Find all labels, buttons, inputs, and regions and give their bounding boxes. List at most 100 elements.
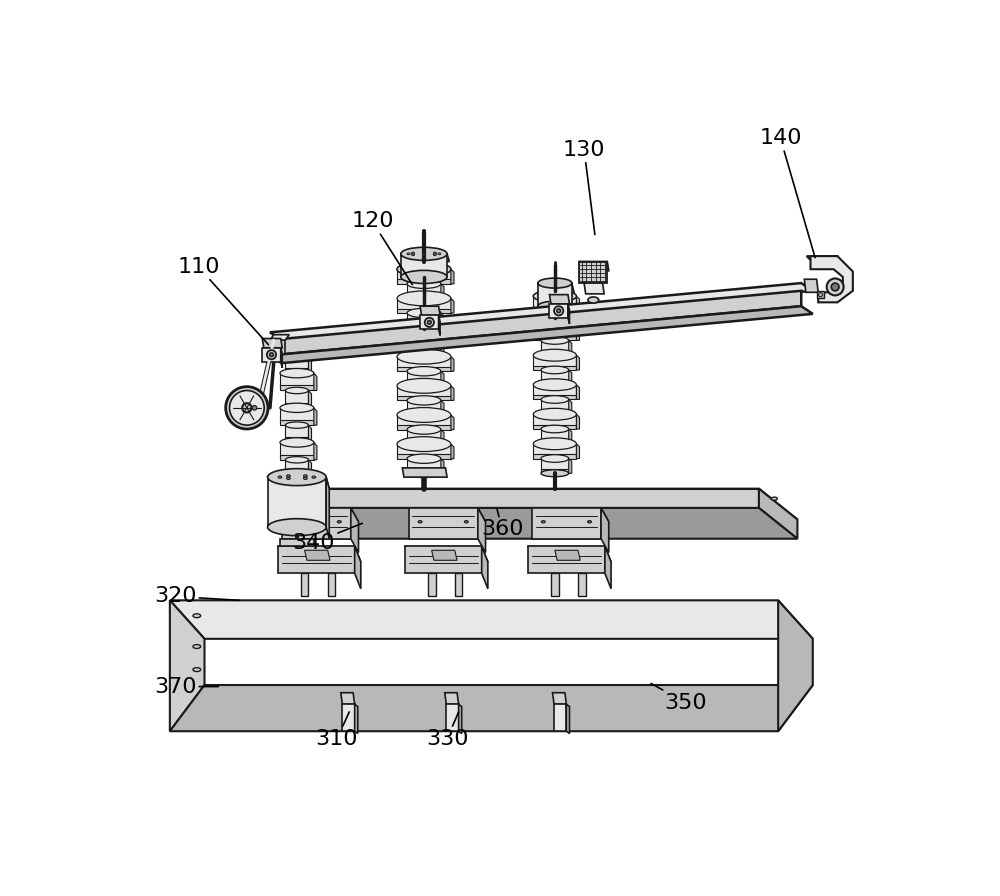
Ellipse shape [303,478,307,479]
Ellipse shape [397,262,451,277]
Polygon shape [314,339,317,356]
Ellipse shape [541,470,569,477]
Polygon shape [541,429,569,442]
Ellipse shape [533,438,576,450]
Polygon shape [397,298,451,311]
Text: 120: 120 [351,211,412,285]
Ellipse shape [285,353,308,359]
Polygon shape [555,550,580,560]
Polygon shape [270,508,797,538]
Polygon shape [441,313,444,328]
Polygon shape [569,311,572,325]
Polygon shape [541,311,569,323]
Ellipse shape [407,454,441,463]
Polygon shape [270,283,813,340]
Ellipse shape [541,426,569,433]
Ellipse shape [425,318,434,327]
Ellipse shape [407,253,410,254]
Ellipse shape [533,290,576,302]
Polygon shape [533,297,576,309]
Ellipse shape [541,307,569,314]
Polygon shape [407,459,441,471]
Ellipse shape [397,436,451,452]
Polygon shape [576,384,579,400]
Polygon shape [541,322,569,325]
Polygon shape [355,704,358,734]
Ellipse shape [538,278,572,289]
Polygon shape [397,426,451,429]
Ellipse shape [433,254,436,255]
Polygon shape [285,368,308,373]
Polygon shape [407,410,441,415]
Polygon shape [407,429,441,442]
Polygon shape [397,328,451,340]
Ellipse shape [588,521,591,523]
Polygon shape [533,384,576,397]
Ellipse shape [533,379,576,391]
Polygon shape [532,508,609,521]
Polygon shape [407,401,441,413]
Ellipse shape [554,306,563,315]
Polygon shape [285,356,308,371]
Ellipse shape [280,368,314,378]
Ellipse shape [464,521,468,523]
Ellipse shape [397,408,451,422]
Polygon shape [280,420,314,425]
Polygon shape [533,336,576,340]
Polygon shape [451,269,454,284]
Polygon shape [407,440,441,444]
Ellipse shape [771,497,777,500]
Polygon shape [541,340,569,353]
Ellipse shape [278,476,282,478]
Ellipse shape [303,475,307,477]
Polygon shape [278,547,361,562]
Ellipse shape [226,387,268,429]
Ellipse shape [427,321,431,324]
Ellipse shape [433,252,436,254]
Ellipse shape [541,337,569,344]
Ellipse shape [230,391,264,425]
Polygon shape [541,469,569,473]
Ellipse shape [286,497,292,500]
Ellipse shape [819,293,822,297]
Ellipse shape [533,409,576,420]
Ellipse shape [280,334,314,343]
Polygon shape [576,325,579,340]
Ellipse shape [285,422,308,428]
Polygon shape [478,508,486,553]
Polygon shape [270,488,797,520]
Polygon shape [441,371,444,386]
Ellipse shape [268,469,326,486]
Polygon shape [397,386,451,398]
Polygon shape [553,693,566,704]
Polygon shape [314,408,317,425]
Polygon shape [270,340,285,354]
Polygon shape [579,262,607,283]
Polygon shape [285,402,308,408]
Ellipse shape [407,338,441,347]
Ellipse shape [193,668,201,671]
Polygon shape [533,454,576,459]
Polygon shape [533,325,576,338]
Ellipse shape [407,396,441,405]
Ellipse shape [407,425,441,435]
Polygon shape [451,415,454,429]
Polygon shape [538,283,572,306]
Polygon shape [397,396,451,401]
Ellipse shape [270,353,273,357]
Polygon shape [282,508,358,521]
Polygon shape [285,437,308,443]
Polygon shape [569,370,572,384]
Polygon shape [342,704,355,731]
Polygon shape [432,550,457,560]
Polygon shape [551,573,559,597]
Polygon shape [439,315,440,335]
Polygon shape [280,454,314,460]
Polygon shape [407,294,441,298]
Ellipse shape [407,308,441,317]
Polygon shape [538,283,574,292]
Polygon shape [576,414,579,429]
Polygon shape [451,386,454,401]
Polygon shape [441,284,444,298]
Text: 140: 140 [759,128,815,258]
